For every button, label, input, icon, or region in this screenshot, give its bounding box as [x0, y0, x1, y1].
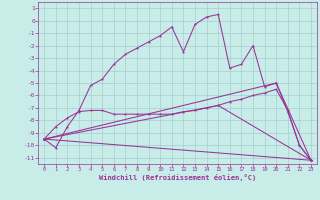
X-axis label: Windchill (Refroidissement éolien,°C): Windchill (Refroidissement éolien,°C)	[99, 174, 256, 181]
